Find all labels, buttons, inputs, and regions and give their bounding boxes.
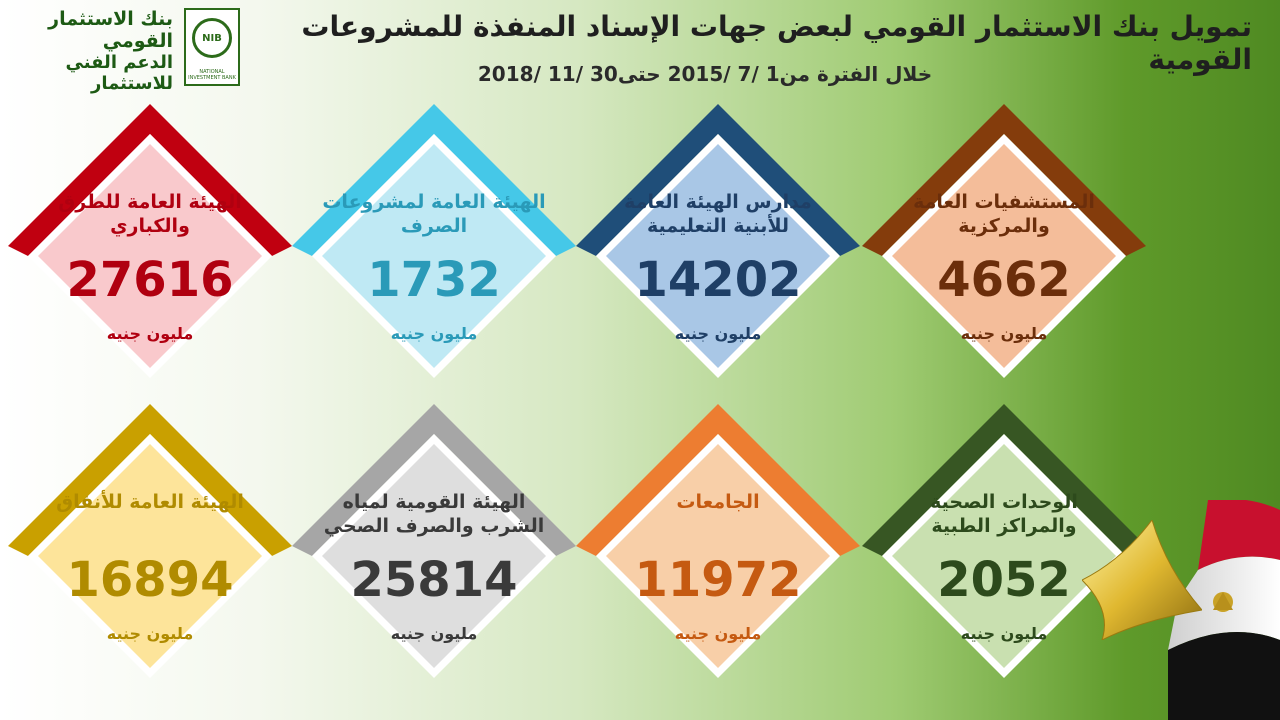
card-unit: مليون جنيه	[106, 624, 194, 643]
card-diamond-shape	[862, 104, 1146, 378]
card-unit: مليون جنيه	[106, 324, 194, 343]
card-label: الهيئة العامة للأنفاق	[56, 491, 244, 513]
card-schools: مدارس الهيئة العامة للأبنية التعليمية 142…	[576, 104, 860, 388]
card-label: الهيئة العامة للطرق والكباري	[58, 191, 242, 237]
card-drainage: الهيئة العامة لمشروعات الصرف 1732 مليون جن…	[292, 104, 576, 388]
card-value: 2052	[937, 552, 1071, 608]
card-health-units: الوحدات الصحية والمراكز الطبية 2052 مليون …	[862, 404, 1146, 688]
card-value: 11972	[634, 552, 802, 608]
page-curl-icon	[1082, 520, 1202, 640]
card-diamond-shape	[576, 404, 860, 678]
card-hospitals: المستشفيات العامة والمركزية 4662 مليون جني…	[862, 104, 1146, 388]
card-diamond-shape	[8, 404, 292, 678]
card-tunnels: الهيئة العامة للأنفاق 16894 مليون جنيه	[8, 404, 292, 688]
card-diamond-shape	[292, 104, 576, 378]
card-value: 27616	[66, 252, 234, 308]
card-label: مدارس الهيئة العامة للأبنية التعليمية	[624, 191, 812, 237]
card-unit: مليون جنيه	[674, 624, 762, 643]
card-label: الهيئة العامة لمشروعات الصرف	[322, 191, 546, 237]
card-value: 25814	[350, 552, 518, 608]
bank-logo: NIB NATIONAL INVESTMENT BANK	[184, 8, 240, 86]
logo-emblem-icon: NIB	[192, 18, 232, 58]
card-diamond-shape	[292, 404, 576, 678]
page-title: تمويل بنك الاستثمار القومي لبعض جهات الإ…	[301, 10, 1252, 76]
card-value: 16894	[66, 552, 234, 608]
card-diamond-shape	[576, 104, 860, 378]
card-value: 14202	[634, 252, 802, 308]
card-roads-bridges: الهيئة العامة للطرق والكباري 27616 مليون ج…	[8, 104, 292, 388]
card-unit: مليون جنيه	[674, 324, 762, 343]
card-unit: مليون جنيه	[960, 624, 1048, 643]
card-diamond-shape	[862, 404, 1146, 678]
card-universities: الجامعات 11972 مليون جنيه	[576, 404, 860, 688]
egypt-flag-icon	[1168, 500, 1280, 720]
card-value: 4662	[937, 252, 1071, 308]
card-label: المستشفيات العامة والمركزية	[913, 191, 1095, 237]
logo-caption: NATIONAL INVESTMENT BANK	[188, 69, 236, 81]
bank-name: بنك الاستثمار القومي	[48, 8, 173, 52]
card-unit: مليون جنيه	[390, 324, 478, 343]
card-diamond-shape	[8, 104, 292, 378]
bank-subtitle: الدعم الفني للاستثمار	[65, 52, 173, 94]
card-value: 1732	[367, 252, 501, 308]
card-unit: مليون جنيه	[960, 324, 1048, 343]
card-label: الوحدات الصحية والمراكز الطبية	[930, 491, 1078, 537]
page-subtitle: خلال الفترة من1 /7 /2015 حتى30 /11 /2018	[477, 62, 933, 86]
card-label: الهيئة القومية لمياه الشرب والصرف الصحي	[323, 491, 545, 537]
card-label: الجامعات	[676, 491, 760, 513]
card-unit: مليون جنيه	[390, 624, 478, 643]
card-water-sanitation: الهيئة القومية لمياه الشرب والصرف الصحي 2…	[292, 404, 576, 688]
